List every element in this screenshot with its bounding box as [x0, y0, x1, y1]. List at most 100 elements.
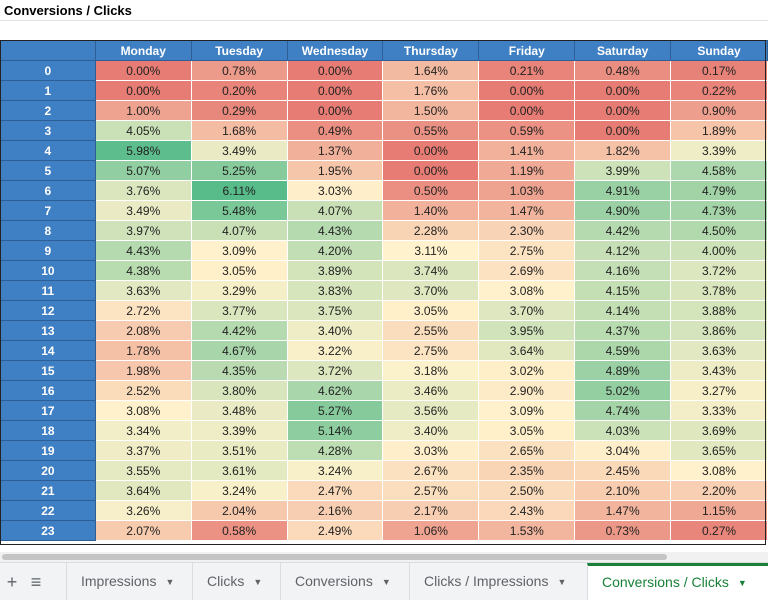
- heat-cell[interactable]: 0.58%: [190, 520, 288, 541]
- heat-cell[interactable]: 3.09%: [190, 240, 288, 261]
- hour-header[interactable]: 0: [0, 60, 96, 81]
- heat-cell[interactable]: 4.90%: [574, 200, 672, 221]
- heat-cell[interactable]: 4.58%: [670, 160, 768, 181]
- heat-cell[interactable]: 1.95%: [286, 160, 384, 181]
- heat-cell[interactable]: 3.26%: [94, 500, 192, 521]
- heat-cell[interactable]: 4.59%: [574, 340, 672, 361]
- hour-header[interactable]: 8: [0, 220, 96, 241]
- heat-cell[interactable]: 3.18%: [382, 360, 480, 381]
- heat-cell[interactable]: 3.86%: [670, 320, 768, 341]
- heat-cell[interactable]: 2.49%: [286, 520, 384, 541]
- heat-cell[interactable]: 2.20%: [670, 480, 768, 501]
- horizontal-scrollbar-thumb[interactable]: [2, 554, 667, 560]
- heat-cell[interactable]: 3.56%: [382, 400, 480, 421]
- heat-cell[interactable]: 2.67%: [382, 460, 480, 481]
- heat-cell[interactable]: 0.00%: [478, 100, 576, 121]
- heat-cell[interactable]: 5.98%: [94, 140, 192, 161]
- heat-cell[interactable]: 0.00%: [94, 60, 192, 81]
- heat-cell[interactable]: 0.00%: [94, 80, 192, 101]
- hour-header[interactable]: 12: [0, 300, 96, 321]
- heat-cell[interactable]: 3.09%: [478, 400, 576, 421]
- heat-cell[interactable]: 4.16%: [574, 260, 672, 281]
- heat-cell[interactable]: 3.75%: [286, 300, 384, 321]
- heat-cell[interactable]: 1.15%: [670, 500, 768, 521]
- heat-cell[interactable]: 0.21%: [478, 60, 576, 81]
- heat-cell[interactable]: 1.76%: [382, 80, 480, 101]
- heat-cell[interactable]: 0.50%: [382, 180, 480, 201]
- heat-cell[interactable]: 0.00%: [382, 140, 480, 161]
- heat-cell[interactable]: 2.45%: [574, 460, 672, 481]
- heat-cell[interactable]: 3.55%: [94, 460, 192, 481]
- heat-cell[interactable]: 3.51%: [190, 440, 288, 461]
- hour-header[interactable]: 9: [0, 240, 96, 261]
- heat-cell[interactable]: 0.20%: [190, 80, 288, 101]
- heat-cell[interactable]: 2.90%: [478, 380, 576, 401]
- heat-cell[interactable]: 0.00%: [382, 160, 480, 181]
- heat-cell[interactable]: 4.73%: [670, 200, 768, 221]
- hour-header[interactable]: 5: [0, 160, 96, 181]
- heat-cell[interactable]: 3.05%: [190, 260, 288, 281]
- heat-cell[interactable]: 1.89%: [670, 120, 768, 141]
- heat-cell[interactable]: 1.98%: [94, 360, 192, 381]
- day-header[interactable]: Saturday: [574, 40, 672, 61]
- heat-cell[interactable]: 0.90%: [670, 100, 768, 121]
- heat-cell[interactable]: 3.69%: [670, 420, 768, 441]
- heat-cell[interactable]: 2.10%: [574, 480, 672, 501]
- heat-cell[interactable]: 2.75%: [382, 340, 480, 361]
- heat-cell[interactable]: 3.08%: [478, 280, 576, 301]
- heat-cell[interactable]: 3.76%: [94, 180, 192, 201]
- heat-cell[interactable]: 1.82%: [574, 140, 672, 161]
- heat-cell[interactable]: 4.42%: [574, 220, 672, 241]
- heat-cell[interactable]: 3.40%: [286, 320, 384, 341]
- heat-cell[interactable]: 4.38%: [94, 260, 192, 281]
- heat-cell[interactable]: 2.50%: [478, 480, 576, 501]
- heat-cell[interactable]: 2.04%: [190, 500, 288, 521]
- heat-cell[interactable]: 4.50%: [670, 220, 768, 241]
- heat-cell[interactable]: 4.00%: [670, 240, 768, 261]
- heat-cell[interactable]: 3.11%: [382, 240, 480, 261]
- tab-conversions-clicks[interactable]: Conversions / Clicks ▼: [587, 563, 768, 600]
- heat-cell[interactable]: 4.35%: [190, 360, 288, 381]
- hour-header[interactable]: 1: [0, 80, 96, 101]
- heat-cell[interactable]: 1.03%: [478, 180, 576, 201]
- heat-cell[interactable]: 4.20%: [286, 240, 384, 261]
- heat-cell[interactable]: 2.57%: [382, 480, 480, 501]
- heat-cell[interactable]: 3.83%: [286, 280, 384, 301]
- heat-cell[interactable]: 3.72%: [670, 260, 768, 281]
- heat-cell[interactable]: 0.00%: [286, 60, 384, 81]
- heat-cell[interactable]: 4.42%: [190, 320, 288, 341]
- hour-header[interactable]: 16: [0, 380, 96, 401]
- hour-header[interactable]: 2: [0, 100, 96, 121]
- heat-cell[interactable]: 3.65%: [670, 440, 768, 461]
- heat-cell[interactable]: 3.63%: [670, 340, 768, 361]
- heat-cell[interactable]: 4.62%: [286, 380, 384, 401]
- heat-cell[interactable]: 1.68%: [190, 120, 288, 141]
- heat-cell[interactable]: 3.70%: [478, 300, 576, 321]
- heat-cell[interactable]: 3.03%: [382, 440, 480, 461]
- hour-header[interactable]: 3: [0, 120, 96, 141]
- heat-cell[interactable]: 1.41%: [478, 140, 576, 161]
- caret-down-icon[interactable]: ▼: [737, 578, 747, 588]
- heat-cell[interactable]: 2.35%: [478, 460, 576, 481]
- hour-header[interactable]: 19: [0, 440, 96, 461]
- heat-cell[interactable]: 3.95%: [478, 320, 576, 341]
- heat-cell[interactable]: 1.00%: [94, 100, 192, 121]
- heat-cell[interactable]: 2.69%: [478, 260, 576, 281]
- heat-cell[interactable]: 3.78%: [670, 280, 768, 301]
- heat-cell[interactable]: 4.07%: [286, 200, 384, 221]
- heat-cell[interactable]: 2.08%: [94, 320, 192, 341]
- heat-cell[interactable]: 3.39%: [670, 140, 768, 161]
- hour-header[interactable]: 7: [0, 200, 96, 221]
- heat-cell[interactable]: 0.29%: [190, 100, 288, 121]
- heat-cell[interactable]: 5.14%: [286, 420, 384, 441]
- heat-cell[interactable]: 0.17%: [670, 60, 768, 81]
- heat-cell[interactable]: 1.06%: [382, 520, 480, 541]
- heat-cell[interactable]: 3.24%: [286, 460, 384, 481]
- heat-cell[interactable]: 4.37%: [574, 320, 672, 341]
- heat-cell[interactable]: 4.67%: [190, 340, 288, 361]
- heat-cell[interactable]: 1.78%: [94, 340, 192, 361]
- heat-cell[interactable]: 2.07%: [94, 520, 192, 541]
- day-header[interactable]: Friday: [478, 40, 576, 61]
- heat-cell[interactable]: 3.80%: [190, 380, 288, 401]
- hour-header[interactable]: 20: [0, 460, 96, 481]
